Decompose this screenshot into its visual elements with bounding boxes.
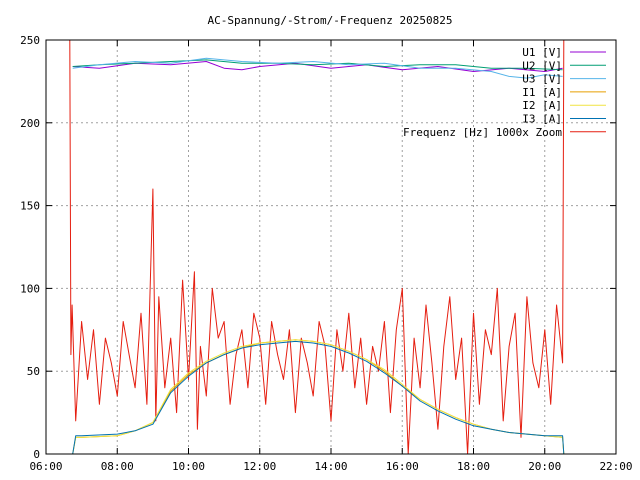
- series-line-2: [72, 57, 563, 79]
- legend-label: U3 [V]: [522, 73, 562, 86]
- y-tick-label: 100: [20, 282, 40, 295]
- y-tick-label: 150: [20, 200, 40, 213]
- grid-layer: [46, 40, 616, 454]
- tick-layer: 0 50 100 150 200 250 06:00 08:00 10:00 12:00 14:00…: [20, 34, 632, 473]
- y-tick-label: 200: [20, 117, 40, 130]
- legend-label: U1 [V]: [522, 46, 562, 59]
- series-line-5: [72, 340, 565, 454]
- legend-label: U2 [V]: [522, 59, 562, 72]
- series-layer: [69, 40, 565, 454]
- legend-label: Frequenz [Hz] 1000x Zoom: [403, 126, 562, 139]
- y-tick-label: 0: [33, 448, 40, 461]
- series-line-6: [69, 40, 565, 454]
- x-tick-label: 10:00: [172, 460, 205, 473]
- legend-label: I2 [A]: [522, 99, 562, 112]
- legend-label: I3 [A]: [522, 113, 562, 126]
- x-tick-label: 08:00: [101, 460, 134, 473]
- x-tick-label: 14:00: [314, 460, 347, 473]
- y-tick-label: 250: [20, 34, 40, 47]
- chart-title: AC-Spannung/-Strom/-Frequenz 20250825: [207, 14, 452, 27]
- x-tick-label: 16:00: [386, 460, 419, 473]
- x-tick-label: 20:00: [528, 460, 561, 473]
- x-tick-label: 06:00: [29, 460, 62, 473]
- x-tick-label: 22:00: [599, 460, 632, 473]
- series-line-1: [72, 59, 563, 71]
- x-tick-label: 12:00: [243, 460, 276, 473]
- x-tick-label: 18:00: [457, 460, 490, 473]
- legend-label: I1 [A]: [522, 86, 562, 99]
- legend: U1 [V]U2 [V]U3 [V]I1 [A]I2 [A]I3 [A]Freq…: [403, 46, 606, 139]
- series-line-0: [72, 61, 563, 72]
- y-tick-label: 50: [27, 365, 40, 378]
